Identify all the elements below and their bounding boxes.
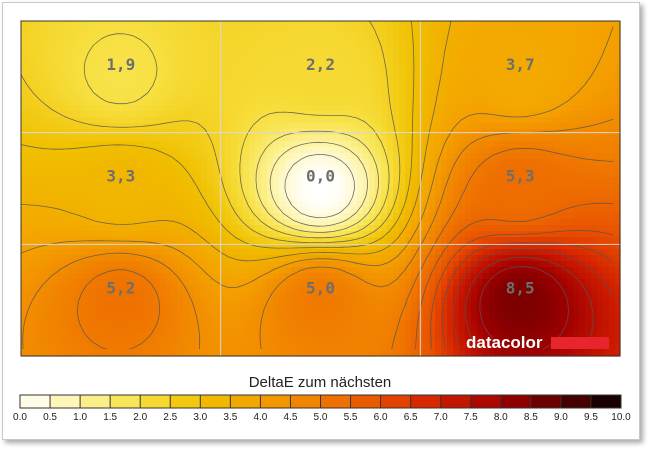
colorbar-swatch [530,395,562,408]
colorbar-tick-label: 3.0 [193,412,207,423]
colorbar-swatch [140,395,171,408]
colorbar-swatch [380,395,411,408]
brand-wordmark: datacolor [466,333,543,352]
colorbar-tick-label: 0.5 [43,412,57,423]
colorbar-tick-label: 6.0 [374,412,388,423]
colorbar-tick-label: 2.5 [163,412,177,423]
colorbar-tick-label: 1.5 [103,412,117,423]
cell-value-label: 5,2 [106,278,135,297]
colorbar-tick-label: 7.5 [464,412,478,423]
plot-border [20,20,621,357]
colorbar-tick-label: 4.5 [283,412,297,423]
colorbar-swatch [350,395,381,408]
colorbar-tick-label: 8.5 [524,412,538,423]
cell-value-label: 5,3 [506,167,535,186]
colorbar-tick-label: 6.5 [404,412,418,423]
colorbar-swatch [290,395,321,408]
colorbar-swatch [230,395,261,408]
colorbar-tick-label: 7.0 [434,412,448,423]
colorbar-tick-label: 9.5 [584,412,598,423]
cell-labels: 1,9 2,2 3,7 3,3 0,0 5,3 5,2 5,0 8,5 [106,55,534,297]
cell-value-label: 1,9 [106,55,135,74]
colorbar-tick-label: 5.5 [344,412,358,423]
colorbar-tick-label: 5.0 [314,412,328,423]
cell-value-label: 5,0 [306,278,335,297]
colorbar-tick-label: 3.5 [223,412,237,423]
colorbar-swatch [80,395,111,408]
colorbar-swatch [440,395,472,408]
brand-bar [551,337,609,349]
colorbar-swatch [320,395,351,408]
cell-value-label: 8,5 [506,278,535,297]
grid-lines [21,21,620,356]
colorbar-swatch [500,395,532,408]
colorbar-tick-label: 4.0 [253,412,267,423]
colorbar-tick-label: 2.0 [133,412,147,423]
datacolor-logo: datacolor [466,333,609,352]
colorbar-swatch [470,395,502,408]
colorbar-swatch [50,395,81,408]
colorbar-tick-label: 0.0 [13,412,27,423]
colorbar-tick-label: 10.0 [611,412,631,423]
contour-lines [20,20,614,350]
colorbar-tick-label: 8.0 [494,412,508,423]
cell-value-label: 2,2 [306,55,335,74]
legend-title: DeltaE zum nächsten [248,374,392,391]
colorbar-swatch [410,395,441,408]
colorbar-tick-label: 9.0 [554,412,568,423]
colorbar-swatch [260,395,291,408]
heatmap-fill [21,21,621,357]
colorbar-swatch [200,395,231,408]
colorbar-swatch [110,395,141,408]
colorbar-swatch [20,395,51,408]
colorbar-tick-label: 1.0 [73,412,87,423]
cell-value-label: 0,0 [306,167,335,186]
colorbar-swatch [170,395,201,408]
colorbar-swatch [560,395,592,408]
colorbar-ticks: 0.0 0.5 1.0 1.5 2.0 2.5 3.0 3.5 4.0 4.5 5.0 5.5 6.0 6… [13,395,631,423]
colorbar-swatch [590,395,622,408]
cell-value-label: 3,3 [106,167,135,186]
cell-value-label: 3,7 [506,55,535,74]
